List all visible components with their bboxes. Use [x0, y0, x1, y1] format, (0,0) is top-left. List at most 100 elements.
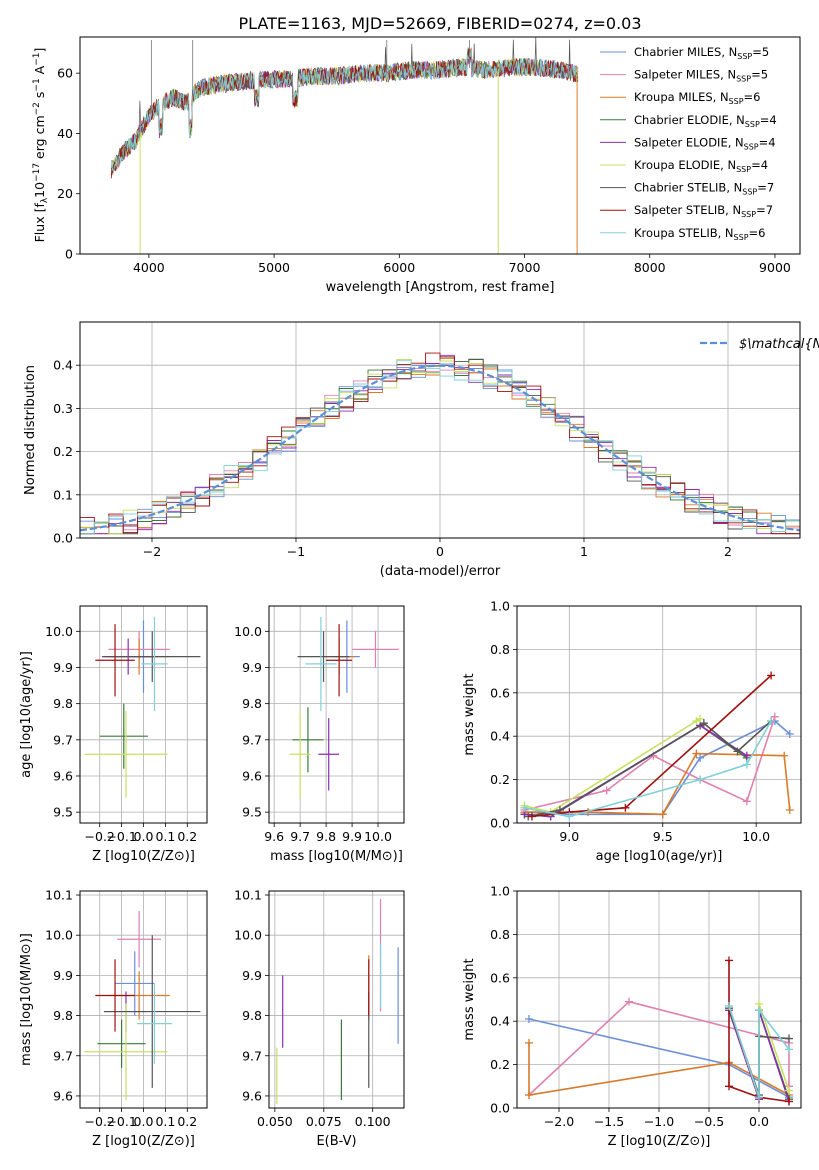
axis-label-x: Z [log10(Z/Z⊙)]: [608, 1134, 711, 1149]
tick-label-y: 9.8: [242, 1008, 262, 1023]
tick-label-x: 0.050: [257, 1114, 293, 1129]
weight-marker: [525, 1038, 533, 1047]
tick-label-x: 6000: [383, 260, 415, 275]
tick-label-y: 9.5: [53, 805, 73, 820]
axis-label-y: Normed distribution: [23, 365, 38, 495]
tick-label-y: 9.5: [242, 805, 262, 820]
tick-label-y: 0.4: [490, 729, 510, 744]
tick-label-x: −1.0: [644, 1114, 674, 1129]
plot-area: [525, 956, 793, 1106]
weight-marker: [742, 751, 751, 760]
tick-label-y: 0.2: [490, 772, 510, 787]
tick-label-y: 10.1: [234, 888, 262, 903]
weight-marker: [725, 956, 733, 965]
tick-label-y: 9.8: [53, 696, 73, 711]
tick-label-y: 9.7: [53, 1048, 73, 1063]
legend-label: Chabrier STELIB, NSSP=7: [634, 181, 774, 197]
axes-frame: [79, 605, 208, 824]
spectrum-line: [110, 37, 579, 175]
tick-label-y: 0.0: [490, 1101, 510, 1116]
weight-marker: [785, 1034, 793, 1043]
tick-label-x: 1: [580, 544, 588, 559]
tick-label-y: 0.8: [490, 642, 510, 657]
legend-label: Kroupa STELIB, NSSP=6: [634, 226, 765, 242]
tick-label-y: 9.6: [242, 1088, 262, 1103]
weight-marker: [785, 1097, 793, 1106]
weight-marker: [625, 997, 633, 1006]
tick-label-x: 7000: [509, 260, 541, 275]
axis-label-x: wavelength [Angstrom, rest frame]: [326, 280, 555, 295]
legend-label: Salpeter MILES, NSSP=5: [634, 68, 768, 84]
weight-line: [524, 718, 701, 813]
tick-label-y: 0.2: [53, 444, 73, 459]
weight-marker: [733, 747, 742, 756]
tick-label-y: 10.0: [45, 624, 73, 639]
histogram-step: [80, 352, 800, 535]
tick-label-y: 0.3: [53, 401, 73, 416]
plot-area: [84, 911, 201, 1100]
tick-label-y: 9.7: [242, 732, 262, 747]
figure-title: PLATE=1163, MJD=52669, FIBERID=0274, z=0…: [238, 14, 641, 33]
tick-label-y: 9.8: [242, 696, 262, 711]
panel-weight_age: 9.0 9.5 10.0 0.0 0.2 0.4 0.6 0.8 1.0 age [log10(a…: [462, 599, 802, 864]
weight-line: [528, 1000, 790, 1096]
tick-label-y: 0.4: [53, 358, 73, 373]
legend-label: Salpeter STELIB, NSSP=7: [634, 203, 773, 219]
weight-marker: [696, 714, 705, 723]
tick-label-x: 0.0: [134, 829, 154, 844]
tick-label-y: 0.6: [490, 685, 510, 700]
tick-label-y: 9.9: [242, 968, 262, 983]
tick-label-y: 10.1: [45, 888, 73, 903]
tick-label-x: −0.1: [106, 829, 136, 844]
axes-frame: [79, 321, 801, 539]
tick-label-x: 10.0: [742, 829, 770, 844]
tick-label-x: −0.5: [694, 1114, 724, 1129]
panel-mass_Z: −0.2−0.10.0 0.1 0.2 9.6 9.7 9.8 9.9 10.0 10.1 Z […: [19, 888, 208, 1149]
weight-marker: [767, 717, 776, 726]
legend-label: Chabrier MILES, NSSP=5: [634, 45, 769, 61]
tick-label-y: 9.9: [53, 968, 73, 983]
tick-label-y: 10.0: [234, 928, 262, 943]
weight-marker: [525, 1090, 533, 1099]
tick-label-x: 0.2: [177, 1114, 197, 1129]
tick-label-x: −0.1: [106, 1114, 136, 1129]
weight-line: [524, 716, 776, 811]
tick-label-x: −1: [287, 544, 305, 559]
legend-label: Kroupa ELODIE, NSSP=4: [634, 158, 768, 174]
tick-label-x: −0.2: [85, 829, 115, 844]
spectrum-line: [110, 50, 579, 174]
weight-marker: [767, 671, 776, 680]
axis-label-y: mass weight: [462, 958, 477, 1040]
tick-label-y: 9.7: [53, 732, 73, 747]
weight-marker: [785, 730, 794, 739]
legend-label: $\mathcal{N}(0,1)$: [739, 337, 819, 352]
panel-age_mass: 9.6 9.7 9.8 9.9 10.09.59.69.79.89.910.0mass …: [234, 605, 405, 864]
tick-label-y: 20: [57, 186, 73, 201]
tick-label-x: −0.2: [85, 1114, 115, 1129]
tick-label-y: 0.0: [53, 531, 73, 546]
plot-area: [84, 616, 201, 798]
axes-frame: [79, 36, 801, 255]
tick-label-x: 9.0: [559, 829, 579, 844]
axes-frame: [268, 890, 405, 1109]
tick-label-x: −1.5: [594, 1114, 624, 1129]
weight-marker: [725, 1002, 733, 1011]
weight-marker: [621, 803, 630, 812]
axes-frame: [516, 890, 802, 1109]
axis-label-x: age [log10(age/yr)]: [596, 849, 723, 864]
tick-label-x: 2: [724, 544, 732, 559]
weight-marker: [699, 719, 708, 728]
legend-label: Chabrier ELODIE, NSSP=4: [634, 113, 777, 129]
tick-label-y: 1.0: [490, 599, 510, 614]
weight-marker: [696, 753, 705, 762]
tick-label-x: 0.0: [749, 1114, 769, 1129]
tick-label-x: 9.9: [342, 829, 362, 844]
tick-label-y: 9.8: [53, 1008, 73, 1023]
weight-marker: [755, 1093, 763, 1102]
weight-line: [524, 752, 791, 816]
axis-label-y: mass weight: [462, 673, 477, 755]
weight-line: [524, 720, 772, 818]
tick-label-y: 9.9: [242, 660, 262, 675]
weight-marker: [527, 812, 536, 821]
panel-age_Z: −0.2−0.10.0 0.1 0.2 9.5 9.6 9.7 9.8 9.9 10.0 Z [l…: [19, 605, 208, 864]
